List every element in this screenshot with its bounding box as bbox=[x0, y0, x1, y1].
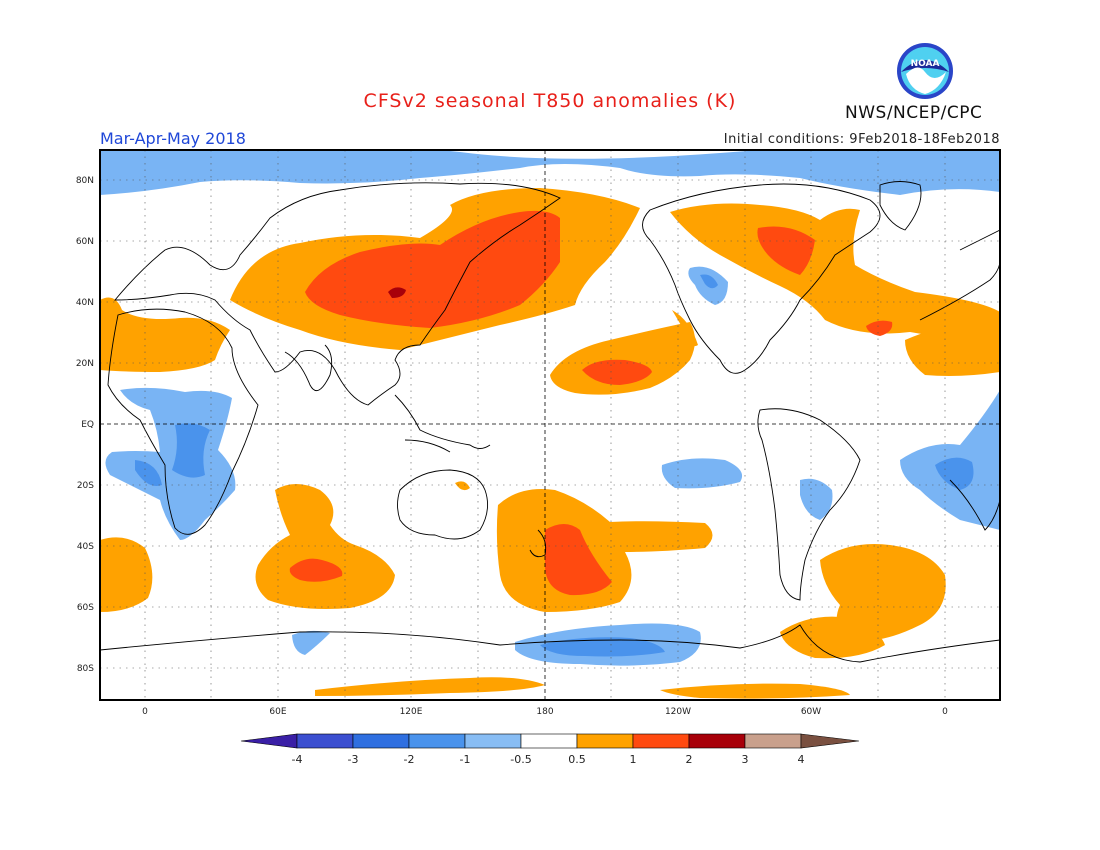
logo-text: NOAA bbox=[911, 59, 940, 69]
lon-label: 120W bbox=[665, 707, 691, 717]
lon-label: 60W bbox=[801, 707, 821, 717]
warm-region-asia-core bbox=[305, 210, 560, 328]
colorbar: -4 -3 -2 -1 -0.5 0.5 1 2 3 4 bbox=[240, 733, 860, 766]
lat-label: 20S bbox=[77, 481, 94, 491]
lat-label: EQ bbox=[81, 420, 94, 430]
colorbar-segment bbox=[352, 733, 410, 749]
warm-region-indian-ocean bbox=[255, 484, 395, 609]
colorbar-label: 2 bbox=[686, 753, 693, 766]
colorbar-segment bbox=[744, 733, 802, 749]
colorbar-arrow-high bbox=[800, 733, 860, 749]
lat-label: 20N bbox=[76, 359, 94, 369]
colorbar-label: -1 bbox=[460, 753, 471, 766]
lon-label: 180 bbox=[536, 707, 553, 717]
colorbar-label: 0.5 bbox=[568, 753, 586, 766]
map-title: CFSv2 seasonal T850 anomalies (K) bbox=[363, 90, 737, 112]
colorbar-segment bbox=[688, 733, 746, 749]
warm-region-antarctic-strip bbox=[315, 677, 545, 696]
lat-label: 40N bbox=[76, 298, 94, 308]
lat-label: 80N bbox=[76, 176, 94, 186]
coastlines bbox=[100, 181, 1000, 663]
warm-region-south-atlantic bbox=[820, 544, 946, 641]
colorbar-segment bbox=[464, 733, 522, 749]
colorbar-label: -2 bbox=[404, 753, 415, 766]
colorbar-label: -4 bbox=[292, 753, 303, 766]
lat-label: 80S bbox=[77, 664, 94, 674]
lat-axis: 80N 60N 40N 20N EQ 20S 40S 60S 80S bbox=[76, 176, 94, 674]
cool-region-africa bbox=[105, 387, 236, 540]
lat-label: 40S bbox=[77, 542, 94, 552]
agency-label: NWS/NCEP/CPC bbox=[845, 103, 983, 123]
colorbar-segment bbox=[408, 733, 466, 749]
cool-region-east-pacific bbox=[661, 458, 743, 489]
map-frame bbox=[99, 149, 1001, 701]
warm-region-canada-core bbox=[757, 226, 815, 275]
colorbar-label: -3 bbox=[348, 753, 359, 766]
season-label: Mar-Apr-May 2018 bbox=[100, 129, 246, 148]
lon-label: 120E bbox=[400, 707, 423, 717]
colorbar-label: 4 bbox=[798, 753, 805, 766]
cool-region-arctic bbox=[100, 150, 1000, 195]
colorbar-arrow-low bbox=[240, 733, 298, 749]
colorbar-segment bbox=[576, 733, 634, 749]
graticule bbox=[100, 150, 1000, 700]
warm-region-atlantic-subtropical bbox=[100, 297, 230, 372]
colorbar-label: 3 bbox=[742, 753, 749, 766]
colorbar-label: -0.5 bbox=[510, 753, 531, 766]
colorbar-segment bbox=[296, 733, 354, 749]
noaa-logo: NOAA bbox=[897, 43, 953, 99]
lon-axis: 0 60E 120E 180 120W 60W 0 bbox=[142, 707, 948, 717]
colorbar-label: 1 bbox=[630, 753, 637, 766]
lat-label: 60S bbox=[77, 603, 94, 613]
warm-region-central-pacific bbox=[550, 322, 695, 395]
warm-region-north-atlantic bbox=[670, 203, 1000, 345]
lon-label: 0 bbox=[942, 707, 948, 717]
lon-label: 0 bbox=[142, 707, 148, 717]
lat-label: 60N bbox=[76, 237, 94, 247]
initial-conditions-label: Initial conditions: 9Feb2018-18Feb2018 bbox=[723, 132, 1000, 147]
colorbar-segment bbox=[632, 733, 690, 749]
lon-label: 60E bbox=[269, 707, 286, 717]
equator-dateline bbox=[100, 150, 1000, 700]
colorbar-segment bbox=[520, 733, 578, 749]
